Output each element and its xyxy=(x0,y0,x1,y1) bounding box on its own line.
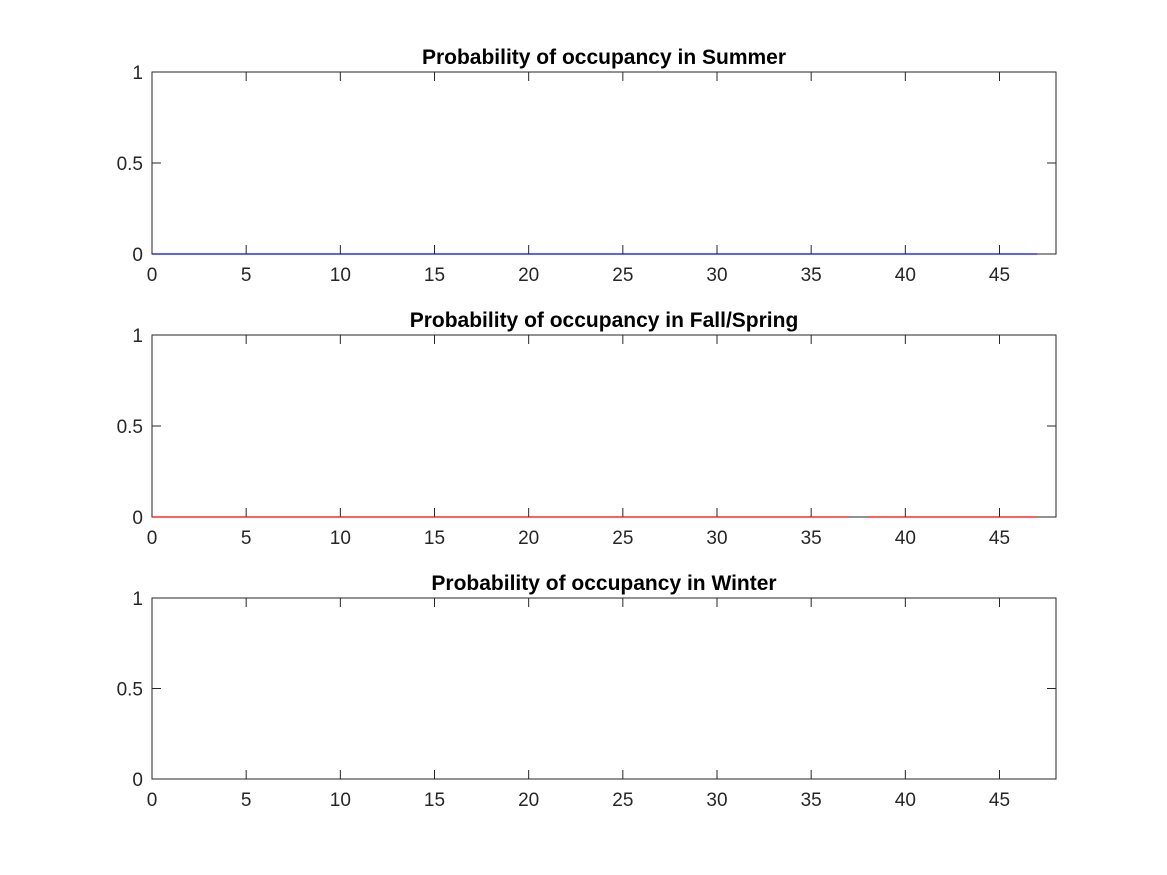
y-tick-label: 0.5 xyxy=(117,154,143,175)
chart-title: Probability of occupancy in Fall/Spring xyxy=(410,309,799,332)
x-tick-label: 15 xyxy=(424,528,445,549)
x-tick-label: 0 xyxy=(147,265,158,286)
plot-area xyxy=(151,334,1057,518)
x-tick-label: 45 xyxy=(989,265,1010,286)
x-tick-label: 0 xyxy=(147,790,158,811)
plot-area xyxy=(151,597,1057,780)
chart-title: Probability of occupancy in Winter xyxy=(431,572,776,595)
y-tick-label: 0 xyxy=(132,770,143,791)
x-tick-label: 15 xyxy=(424,265,445,286)
x-tick-label: 5 xyxy=(241,528,252,549)
y-tick-label: 1 xyxy=(132,326,143,347)
y-tick-label: 0 xyxy=(132,245,143,266)
x-tick-label: 10 xyxy=(330,790,351,811)
x-tick-label: 15 xyxy=(424,790,445,811)
x-tick-label: 35 xyxy=(801,528,822,549)
x-tick-label: 5 xyxy=(241,790,252,811)
x-tick-label: 25 xyxy=(612,790,633,811)
x-tick-label: 0 xyxy=(147,528,158,549)
x-tick-label: 30 xyxy=(706,528,727,549)
plot-area xyxy=(151,71,1057,255)
x-tick-label: 20 xyxy=(518,790,539,811)
x-tick-label: 30 xyxy=(706,790,727,811)
x-tick-label: 45 xyxy=(989,790,1010,811)
y-tick-label: 0 xyxy=(132,508,143,529)
y-tick-label: 1 xyxy=(132,589,143,610)
x-tick-label: 40 xyxy=(895,790,916,811)
x-tick-label: 10 xyxy=(330,265,351,286)
chart-title: Probability of occupancy in Summer xyxy=(422,46,786,69)
x-tick-label: 5 xyxy=(241,265,252,286)
x-tick-label: 20 xyxy=(518,528,539,549)
x-tick-label: 40 xyxy=(895,528,916,549)
subplot-2: Probability of occupancy in Fall/Spring 0… xyxy=(117,309,1057,549)
y-tick-label: 1 xyxy=(132,63,143,84)
x-tick-label: 30 xyxy=(706,265,727,286)
y-tick-label: 0.5 xyxy=(117,417,143,438)
x-tick-label: 20 xyxy=(518,265,539,286)
y-tick-label: 0.5 xyxy=(117,680,143,701)
x-tick-label: 25 xyxy=(612,265,633,286)
x-tick-label: 25 xyxy=(612,528,633,549)
x-tick-label: 35 xyxy=(801,790,822,811)
x-tick-label: 35 xyxy=(801,265,822,286)
x-tick-label: 10 xyxy=(330,528,351,549)
x-tick-label: 45 xyxy=(989,528,1010,549)
x-tick-label: 40 xyxy=(895,265,916,286)
